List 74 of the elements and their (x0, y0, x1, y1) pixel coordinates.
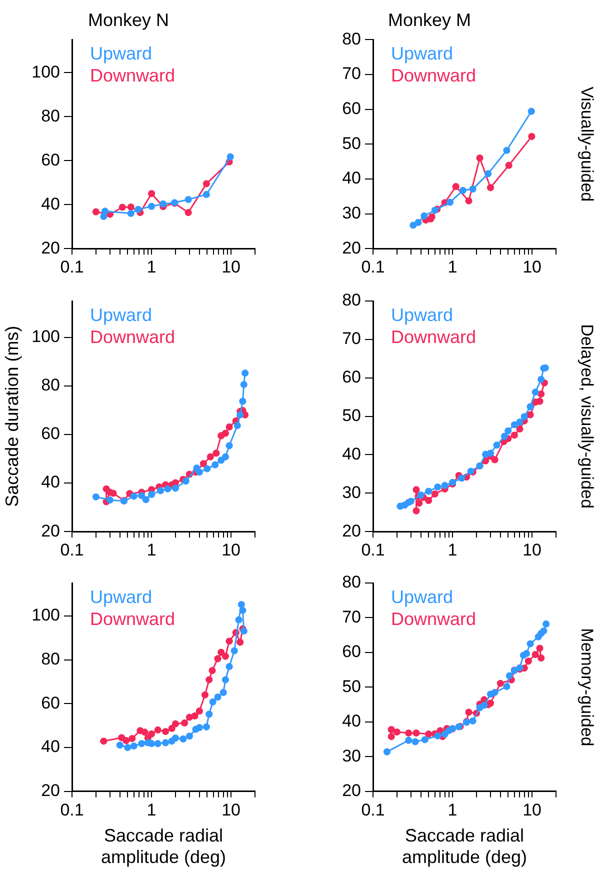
x-tick-label: 10 (522, 257, 542, 276)
x-tick-label: 1 (448, 540, 458, 560)
y-axis-title: Saccade duration (ms) (2, 326, 22, 507)
x-tick-label: 1 (146, 800, 156, 820)
text: Downward (90, 66, 176, 86)
y-tick-label: 40 (342, 444, 361, 464)
y-tick-label: 20 (342, 781, 361, 800)
y-tick-label: 60 (41, 693, 60, 712)
text: Upward (391, 586, 454, 607)
x-tick-label: 1 (146, 257, 156, 276)
y-tick-label: 20 (342, 521, 361, 540)
x-tick-label: 1 (146, 540, 156, 560)
text: Downward (90, 326, 176, 347)
y-tick-label: 50 (342, 134, 361, 153)
x-tick-label: 1 (448, 257, 458, 276)
x-tick-label: 10 (522, 540, 542, 560)
y-tick-label: 60 (41, 424, 60, 444)
text: Upward (90, 304, 152, 325)
y-tick-label: 40 (342, 712, 361, 731)
y-tick-label: 80 (342, 290, 361, 310)
x-tick-label: 0.1 (60, 540, 84, 560)
y-tick-label: 70 (342, 607, 361, 626)
y-tick-label: 50 (342, 676, 361, 696)
text: Upward (90, 44, 152, 64)
x-tick-label: 10 (222, 800, 241, 820)
y-tick-label: 20 (342, 238, 361, 258)
y-tick-label: 40 (41, 472, 60, 492)
y-tick-label: 70 (342, 329, 361, 348)
x-tick-label: 1 (448, 800, 458, 820)
text: Downward (391, 608, 476, 629)
text: Downward (391, 66, 476, 86)
text: Upward (391, 304, 454, 325)
chart-title: Monkey N (88, 10, 170, 30)
chart-title: Monkey M (388, 10, 472, 30)
y-tick-label: 70 (342, 64, 361, 84)
y-tick-label: 30 (342, 203, 361, 222)
x-tick-label: 0.1 (361, 257, 385, 276)
y-tick-label: 60 (342, 642, 361, 662)
y-tick-label: 80 (41, 106, 60, 126)
x-tick-label: 0.1 (60, 257, 84, 276)
y-tick-label: 30 (342, 482, 361, 502)
x-tick-label: 0.1 (361, 540, 385, 560)
y-tick-label: 80 (342, 29, 361, 48)
text: Delayed, visually-guided (577, 324, 596, 508)
x-axis-title: Saccade radial amplitude (deg) (402, 826, 528, 868)
y-tick-label: 80 (41, 376, 60, 395)
y-tick-label: 80 (41, 649, 60, 668)
x-tick-label: 10 (222, 257, 241, 276)
y-tick-label: 20 (41, 238, 60, 258)
y-tick-label: 60 (342, 368, 361, 387)
text: Visually-guided (577, 86, 596, 202)
text: Upward (90, 586, 152, 607)
text: Downward (391, 326, 476, 347)
y-tick-label: 60 (41, 150, 60, 170)
text: Memory-guided (577, 628, 596, 746)
y-tick-label: 40 (41, 737, 60, 756)
text: Downward (90, 608, 176, 629)
x-tick-label: 10 (222, 540, 241, 560)
x-axis-title: Saccade radial amplitude (deg) (100, 826, 226, 868)
y-tick-label: 50 (342, 406, 361, 425)
y-tick-label: 80 (342, 572, 361, 592)
y-tick-label: 100 (32, 62, 60, 82)
y-tick-label: 100 (32, 327, 60, 346)
y-tick-label: 100 (32, 606, 60, 625)
y-tick-label: 40 (41, 194, 60, 214)
x-tick-label: 0.1 (361, 800, 385, 820)
y-tick-label: 60 (342, 98, 361, 118)
y-tick-label: 30 (342, 746, 361, 766)
x-tick-label: 10 (522, 800, 542, 820)
x-tick-label: 0.1 (60, 800, 84, 820)
y-tick-label: 40 (342, 168, 361, 188)
text: Upward (391, 44, 454, 64)
y-tick-label: 20 (41, 521, 60, 540)
y-tick-label: 20 (41, 781, 60, 800)
